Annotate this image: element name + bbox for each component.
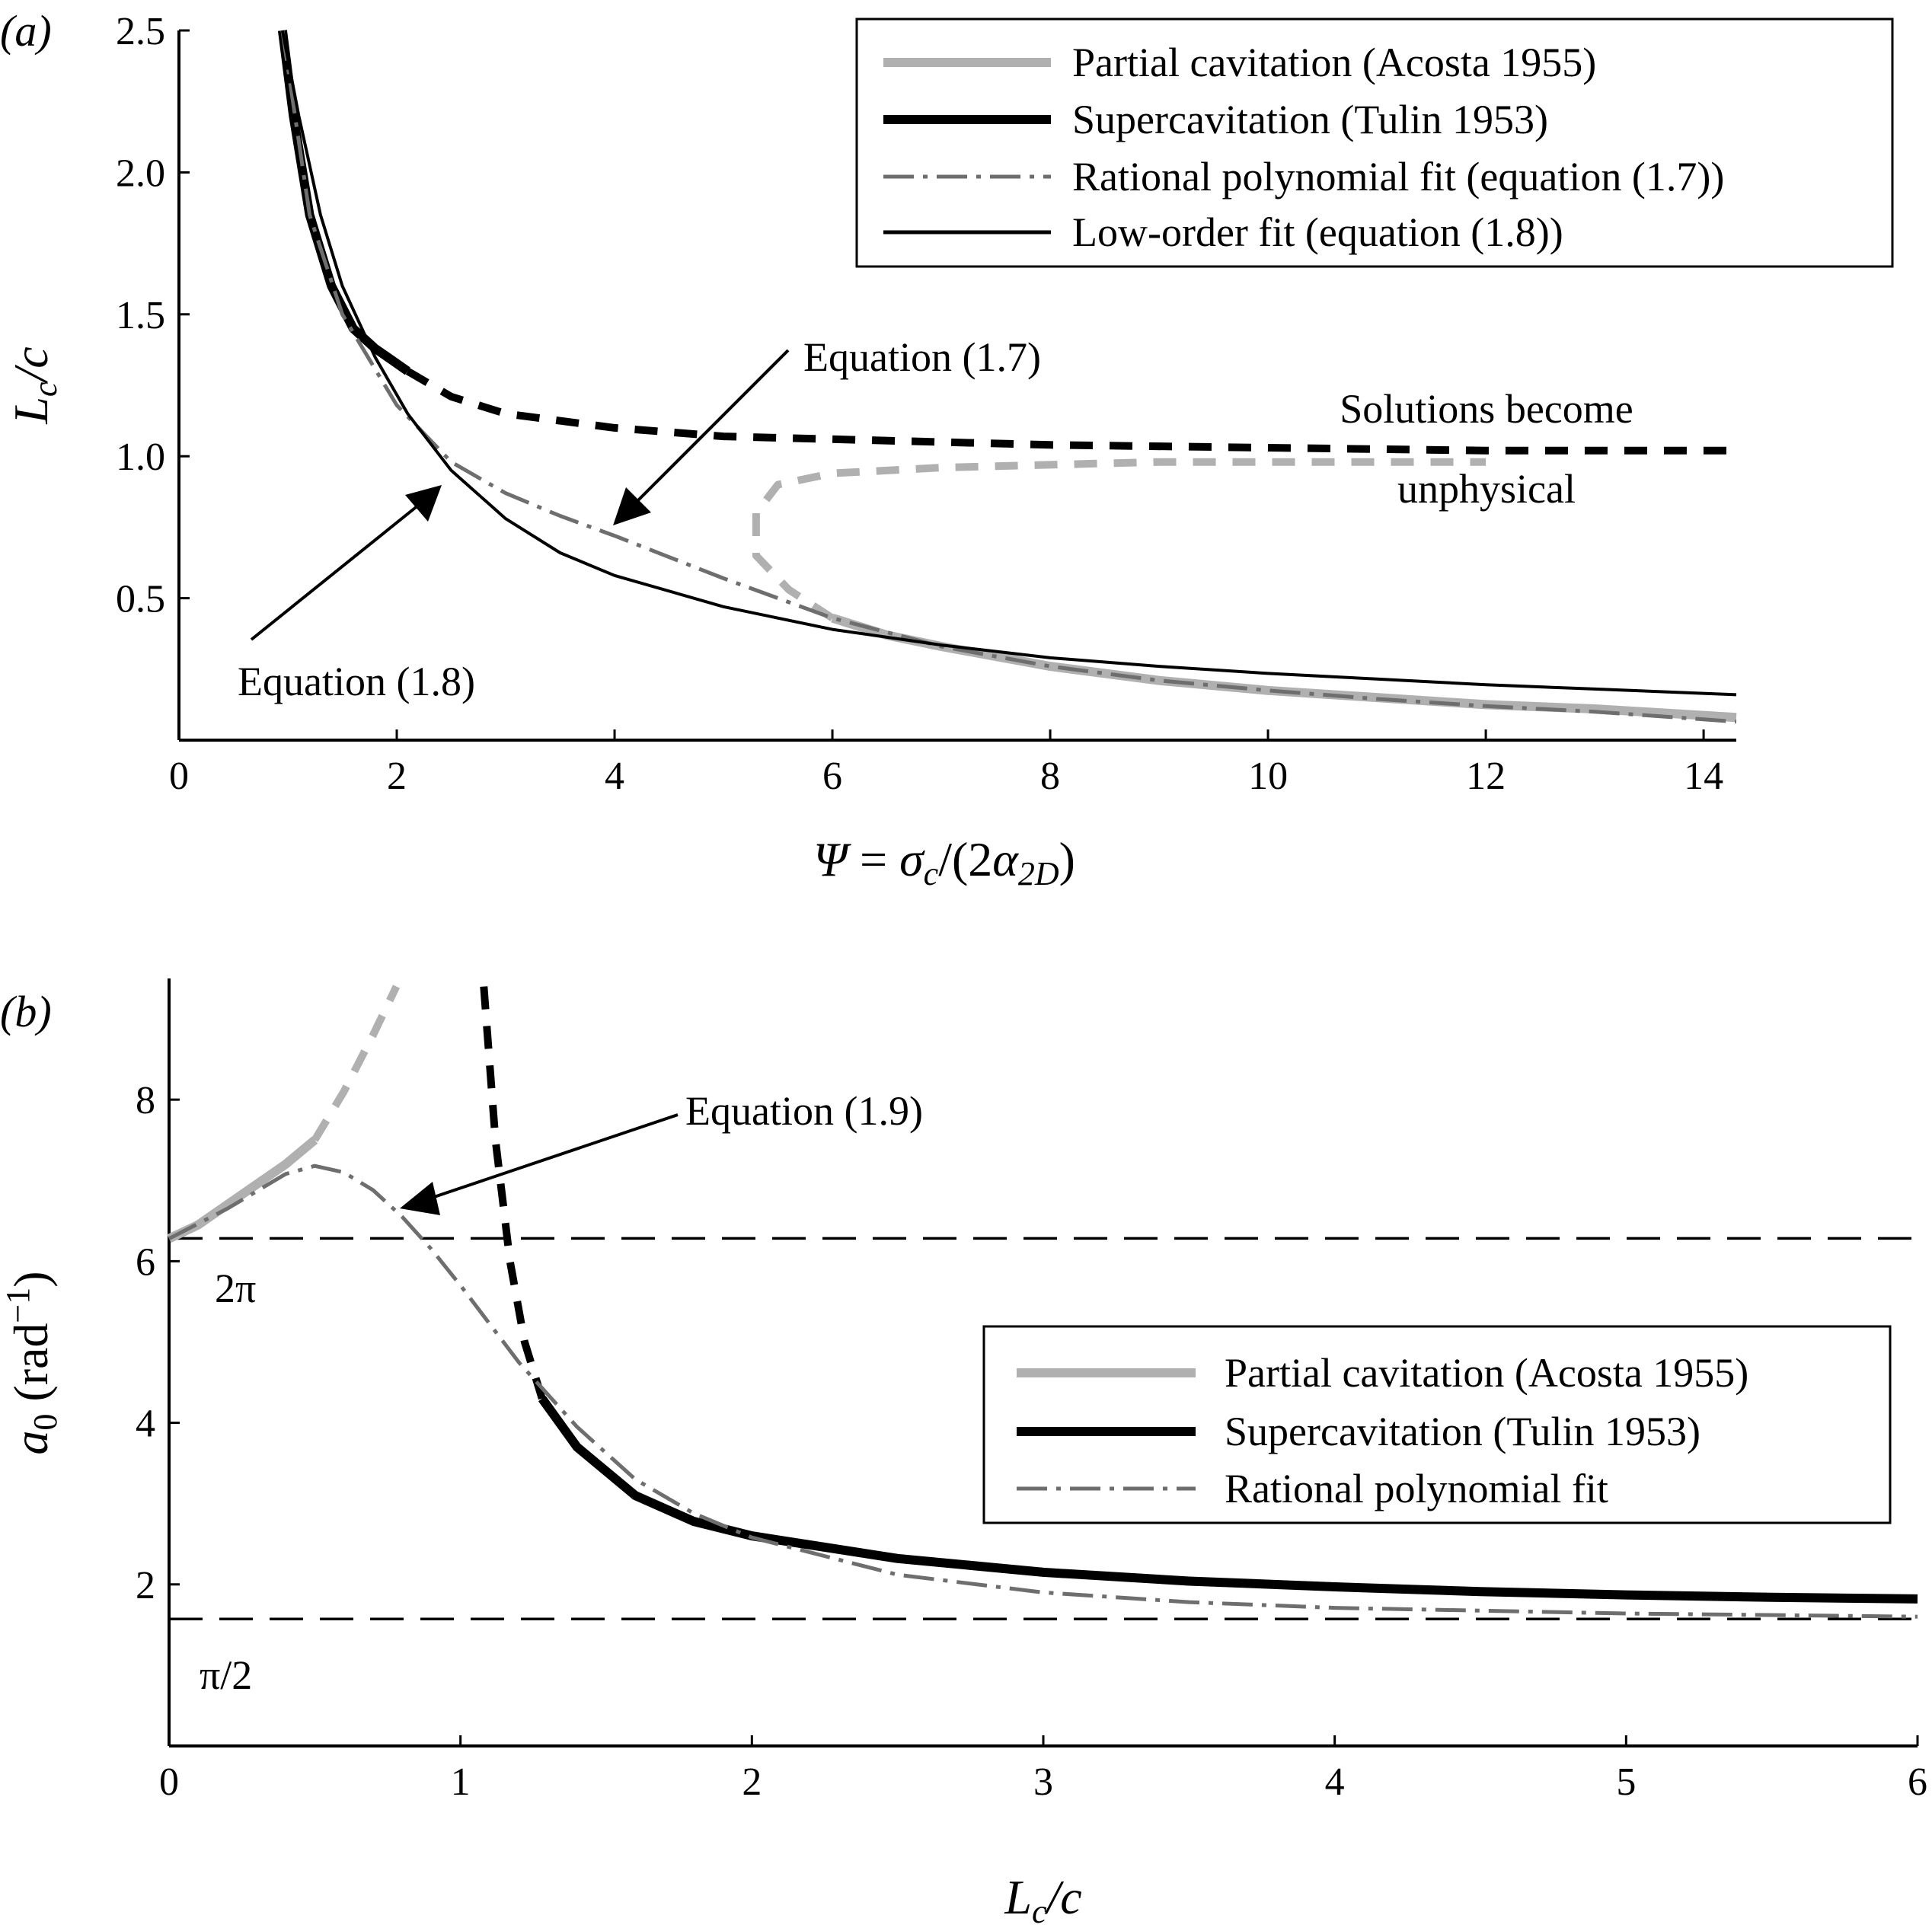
ylabel-sub-c: c [27,381,64,397]
panel-a-arrows [250,349,790,641]
annotation-equation-1-8: Equation (1.8) [238,659,475,704]
b-ylabel-sub-0: 0 [27,1414,64,1431]
panel-a-xtick-label: 4 [605,755,624,798]
legend-a-label-partial: Partial cavitation (Acosta 1955) [1072,40,1596,85]
series-b-rational-polynomial-fit [168,1163,1918,1619]
panel-b-xtick-label: 5 [1616,1760,1636,1804]
panel-b-xtick-label: 2 [742,1760,762,1804]
xlabel-sigma: σ [899,832,925,886]
legend-a-label-super: Supercavitation (Tulin 1953) [1072,97,1548,142]
panel-b-ylabel: a0 (rad−1) [0,1271,64,1454]
legend-b-label-rational: Rational polynomial fit [1225,1466,1608,1511]
b-ylabel-close: ) [4,1271,58,1287]
panel-b-xtick-label: 0 [159,1760,179,1804]
b-ylabel-sup: −1 [0,1288,37,1323]
arrow-equation-1-9 [433,1113,679,1198]
b-xlabel-c: c [1060,1870,1081,1924]
panel-b-xtick-label: 6 [1908,1760,1927,1804]
series-b-partial-cavitation-acosta-1955-physical [167,1136,318,1243]
b-xlabel-l: L [1004,1870,1032,1924]
panel-a-ylabel: Lc/c [4,346,64,424]
annotation-unphysical: unphysical [1397,466,1576,512]
panel-a-ytick-label: 0.5 [116,578,165,621]
panel-b-ytick-label: 6 [136,1240,155,1284]
xlabel-psi: Ψ [813,832,851,886]
panel-a-xlabel: Ψ = σc/(2α2D) [813,832,1075,892]
legend-a-label-loworder: Low-order fit (equation (1.8)) [1072,209,1563,255]
panel-b: (b) 0 1 2 3 4 5 6 2 4 6 8 2π π/2 Equation (1.9) Lc… [0,978,1927,1930]
series-a-low-order-fit-equation-1-8 [280,30,1737,697]
panel-b-ytick-label: 8 [136,1079,155,1122]
panel-b-xtick-label: 1 [451,1760,471,1804]
b-ylabel-rad: (rad [4,1323,58,1414]
panel-b-arrows [400,1113,679,1215]
panel-a-xtick-label: 8 [1040,755,1060,798]
panel-a-xtick-label: 12 [1466,755,1506,798]
arrowhead-equation-1-8 [405,485,442,522]
panel-b-xtick-label: 3 [1033,1760,1053,1804]
arrowhead-equation-1-7 [613,487,651,525]
ylabel-c: c [4,346,58,368]
panel-a-xtick-label: 14 [1684,755,1723,798]
series-a-rational-polynomial-fit-equation-1-7 [280,30,1737,724]
panel-a-ytick-label: 1.5 [116,294,165,337]
arrow-equation-1-8 [250,497,428,641]
panel-b-series [167,985,1918,1619]
panel-a-label: (a) [0,6,52,56]
panel-b-ticks: 0 1 2 3 4 5 6 2 4 6 8 [136,1079,1927,1804]
series-a-partial-cavitation-acosta-1955-unphysical [752,458,1487,621]
series-b-partial-cavitation-acosta-1955-unphysical [311,985,401,1142]
panel-b-reference-lines [169,1237,1918,1621]
panel-b-ytick-label: 4 [136,1403,155,1446]
xlabel-sub-c: c [924,855,939,892]
panel-a-xtick-label: 10 [1248,755,1288,798]
series-b-supercavitation-tulin-1953-physical [538,1396,1918,1604]
annotation-equation-1-9: Equation (1.9) [685,1088,923,1134]
series-b-supercavitation-tulin-1953-unphysical [480,986,546,1400]
b-xlabel-sub-c: c [1032,1893,1047,1930]
annotation-solutions-become: Solutions become [1340,386,1633,432]
panel-b-legend: Partial cavitation (Acosta 1955) Superca… [982,1325,1892,1524]
panel-b-xtick-label: 4 [1325,1760,1345,1804]
xlabel-alpha: α [992,832,1019,886]
reference-label-2pi: 2π [215,1266,256,1311]
annotation-equation-1-7: Equation (1.7) [803,334,1041,380]
panel-a-series [277,30,1737,724]
panel-a-legend: Partial cavitation (Acosta 1955) Superca… [855,18,1894,268]
xlabel-sub-2d: 2D [1018,855,1059,892]
legend-a-label-rational: Rational polynomial fit (equation (1.7)) [1072,154,1724,199]
panel-b-label: (b) [0,987,52,1036]
panel-b-ytick-label: 2 [136,1564,155,1607]
series-a-partial-cavitation-acosta-1955-physical [831,613,1737,723]
panel-a-xtick-label: 2 [387,755,407,798]
panel-a-ytick-label: 2.0 [116,152,165,195]
ylabel-l: L [4,397,58,425]
arrow-equation-1-7 [631,349,790,508]
panel-b-xlabel: Lc/c [1004,1870,1081,1930]
xlabel-eq: = [848,832,899,886]
arrowhead-equation-1-9 [400,1182,440,1215]
panel-a-ytick-label: 1.0 [116,436,165,479]
legend-b-label-partial: Partial cavitation (Acosta 1955) [1225,1350,1748,1396]
panel-a-xtick-label: 6 [822,755,842,798]
xlabel-open: /(2 [938,832,992,886]
panel-a: (a) 0 2 4 6 8 10 12 14 0.5 1.0 1.5 2.0 2.5 Equation … [0,6,1894,892]
panel-a-ticks: 0 2 4 6 8 10 12 14 0.5 1.0 1.5 2.0 2.5 [116,10,1723,798]
series-a-supercavitation-tulin-1953-physical [277,30,410,375]
panel-a-xtick-label: 0 [169,755,189,798]
panel-a-ytick-label: 2.5 [116,10,165,53]
legend-b-label-super: Supercavitation (Tulin 1953) [1225,1409,1700,1454]
xlabel-close: ) [1059,832,1075,886]
reference-label-pi-over-2: π/2 [200,1652,252,1698]
b-ylabel-a: a [4,1431,58,1455]
